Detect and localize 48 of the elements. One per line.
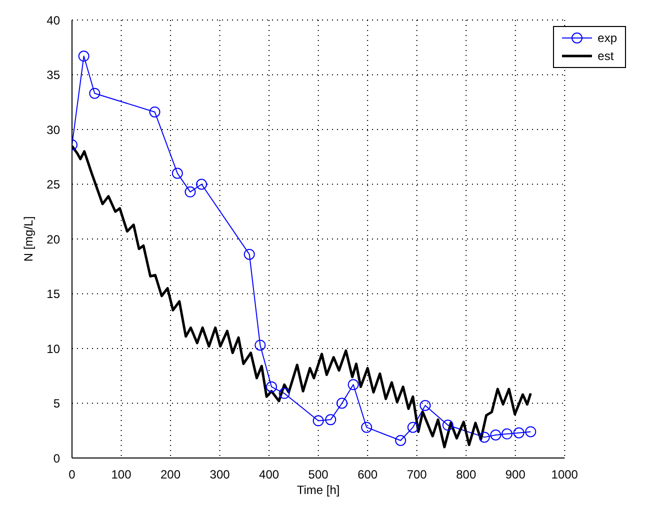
y-tick-label: 30	[46, 122, 60, 137]
y-tick-label: 0	[53, 451, 60, 466]
x-axis-title: Time [h]	[296, 483, 340, 497]
y-tick-label: 35	[46, 68, 60, 82]
point	[244, 248, 255, 260]
x-tick-label: 700	[406, 468, 428, 482]
point	[78, 50, 90, 62]
point	[395, 434, 406, 446]
point	[89, 88, 100, 99]
x-tick-label: 100	[111, 468, 132, 482]
x-tick-label: 300	[210, 468, 230, 482]
point	[172, 168, 183, 179]
legend-label: exp	[598, 30, 617, 47]
y-tick-label: 15	[46, 287, 60, 302]
x-tick-label: 800	[456, 468, 476, 482]
y-tick-label: 25	[46, 178, 60, 192]
point	[361, 422, 372, 433]
point	[502, 428, 512, 440]
point	[478, 432, 490, 443]
point	[149, 106, 160, 118]
point	[442, 420, 454, 431]
point	[184, 186, 196, 198]
x-tick-label: 1000	[551, 468, 578, 482]
point	[254, 340, 266, 351]
y-tick-label: 40	[46, 13, 60, 28]
x-tick-label: 200	[160, 468, 181, 482]
y-tick-label: 10	[46, 342, 60, 356]
point	[407, 422, 418, 433]
x-tick-label: 0	[68, 468, 76, 482]
point	[312, 415, 324, 426]
y-tick-label: 20	[46, 232, 60, 246]
point	[278, 388, 290, 399]
y-tick-label: 5	[53, 396, 60, 411]
x-tick-label: 600	[358, 468, 378, 482]
point	[420, 400, 431, 411]
point	[513, 427, 524, 438]
point	[348, 379, 359, 390]
point	[196, 178, 208, 190]
point	[490, 430, 502, 441]
point	[525, 426, 536, 438]
x-tick-label: 500	[308, 468, 329, 482]
x-tick-label: 400	[259, 468, 280, 482]
x-tick-label: 900	[505, 468, 526, 482]
y-axis-title: N [mg/L]	[21, 216, 36, 262]
point	[266, 381, 278, 392]
point	[325, 414, 336, 426]
legend-label: est	[598, 48, 614, 65]
point	[336, 398, 348, 409]
